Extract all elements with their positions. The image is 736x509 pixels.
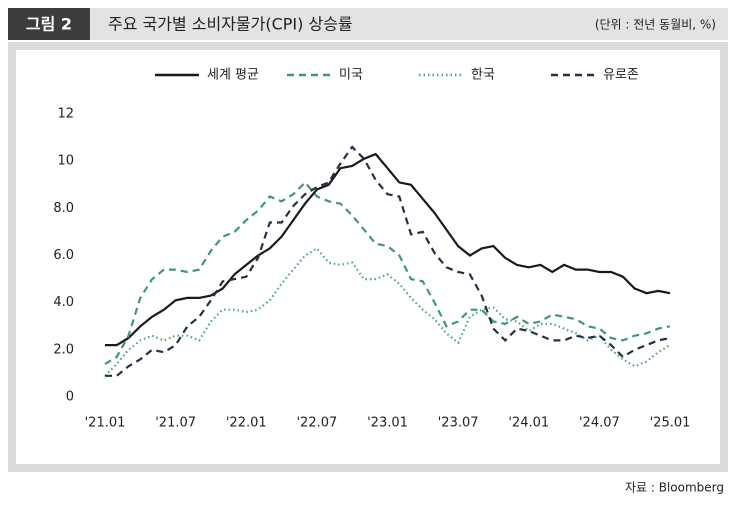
chart-frame bbox=[8, 42, 728, 472]
legend-label: 세계 평균 bbox=[207, 68, 259, 83]
x-tick-label: '23.01 bbox=[367, 416, 408, 431]
x-tick-label: '24.01 bbox=[508, 416, 549, 431]
series-line bbox=[104, 180, 671, 365]
series-line bbox=[105, 145, 671, 377]
y-tick-label: 2.0 bbox=[53, 342, 74, 357]
x-tick-label: '25.01 bbox=[650, 416, 691, 431]
x-tick-label: '22.01 bbox=[226, 416, 267, 431]
y-tick-label: 8.0 bbox=[53, 201, 74, 216]
figure-label-box bbox=[8, 8, 90, 40]
chart-title: 주요 국가별 소비자물가(CPI) 상승률 bbox=[108, 15, 353, 34]
header-bar bbox=[8, 8, 728, 40]
series-line bbox=[104, 246, 671, 377]
y-tick-label: 6.0 bbox=[53, 248, 74, 263]
figure-label: 그림 2 bbox=[26, 15, 72, 34]
source: 자료 : Bloomberg bbox=[625, 481, 724, 495]
legend-label: 한국 bbox=[471, 68, 495, 83]
y-tick-label: 0 bbox=[66, 390, 74, 405]
y-tick-label: 4.0 bbox=[53, 295, 74, 310]
unit-note: (단위 : 전년 동월비, %) bbox=[595, 18, 716, 32]
x-tick-label: '24.07 bbox=[579, 416, 620, 431]
legend-label: 유로존 bbox=[603, 68, 639, 83]
y-tick-label: 10 bbox=[57, 154, 74, 169]
x-tick-label: '21.07 bbox=[155, 416, 196, 431]
y-tick-label: 12 bbox=[57, 107, 74, 122]
series-line bbox=[105, 152, 671, 347]
x-tick-label: '22.07 bbox=[296, 416, 337, 431]
legend-label: 미국 bbox=[339, 68, 363, 83]
x-tick-label: '23.07 bbox=[438, 416, 479, 431]
x-tick-label: '21.01 bbox=[85, 416, 126, 431]
